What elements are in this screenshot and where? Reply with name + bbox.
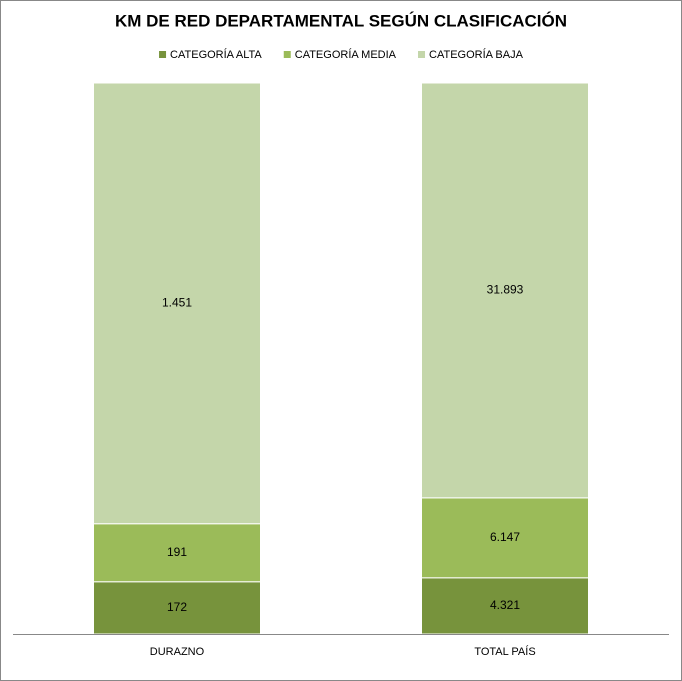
legend-label: CATEGORÍA MEDIA xyxy=(295,48,397,61)
legend-label: CATEGORÍA BAJA xyxy=(429,48,524,61)
bar-segment xyxy=(421,82,589,499)
chart-title: KM DE RED DEPARTAMENTAL SEGÚN CLASIFICAC… xyxy=(115,11,567,30)
value-label: 172 xyxy=(167,600,187,614)
bar-segment xyxy=(421,577,589,635)
legend-marker xyxy=(159,51,167,58)
value-label: 31.893 xyxy=(487,283,524,297)
x-tick-label: TOTAL PAÍS xyxy=(474,645,535,658)
legend-marker xyxy=(418,51,426,58)
x-tick-label: DURAZNO xyxy=(150,646,205,658)
value-label: 6.147 xyxy=(490,530,520,544)
bar-segment xyxy=(93,581,261,635)
bar-segment xyxy=(93,82,261,525)
value-label: 191 xyxy=(167,545,187,559)
bar-segment xyxy=(421,497,589,579)
legend-marker xyxy=(283,51,291,58)
value-label: 1.451 xyxy=(162,296,192,310)
value-label: 4.321 xyxy=(490,598,520,612)
legend-label: CATEGORÍA ALTA xyxy=(170,48,262,61)
